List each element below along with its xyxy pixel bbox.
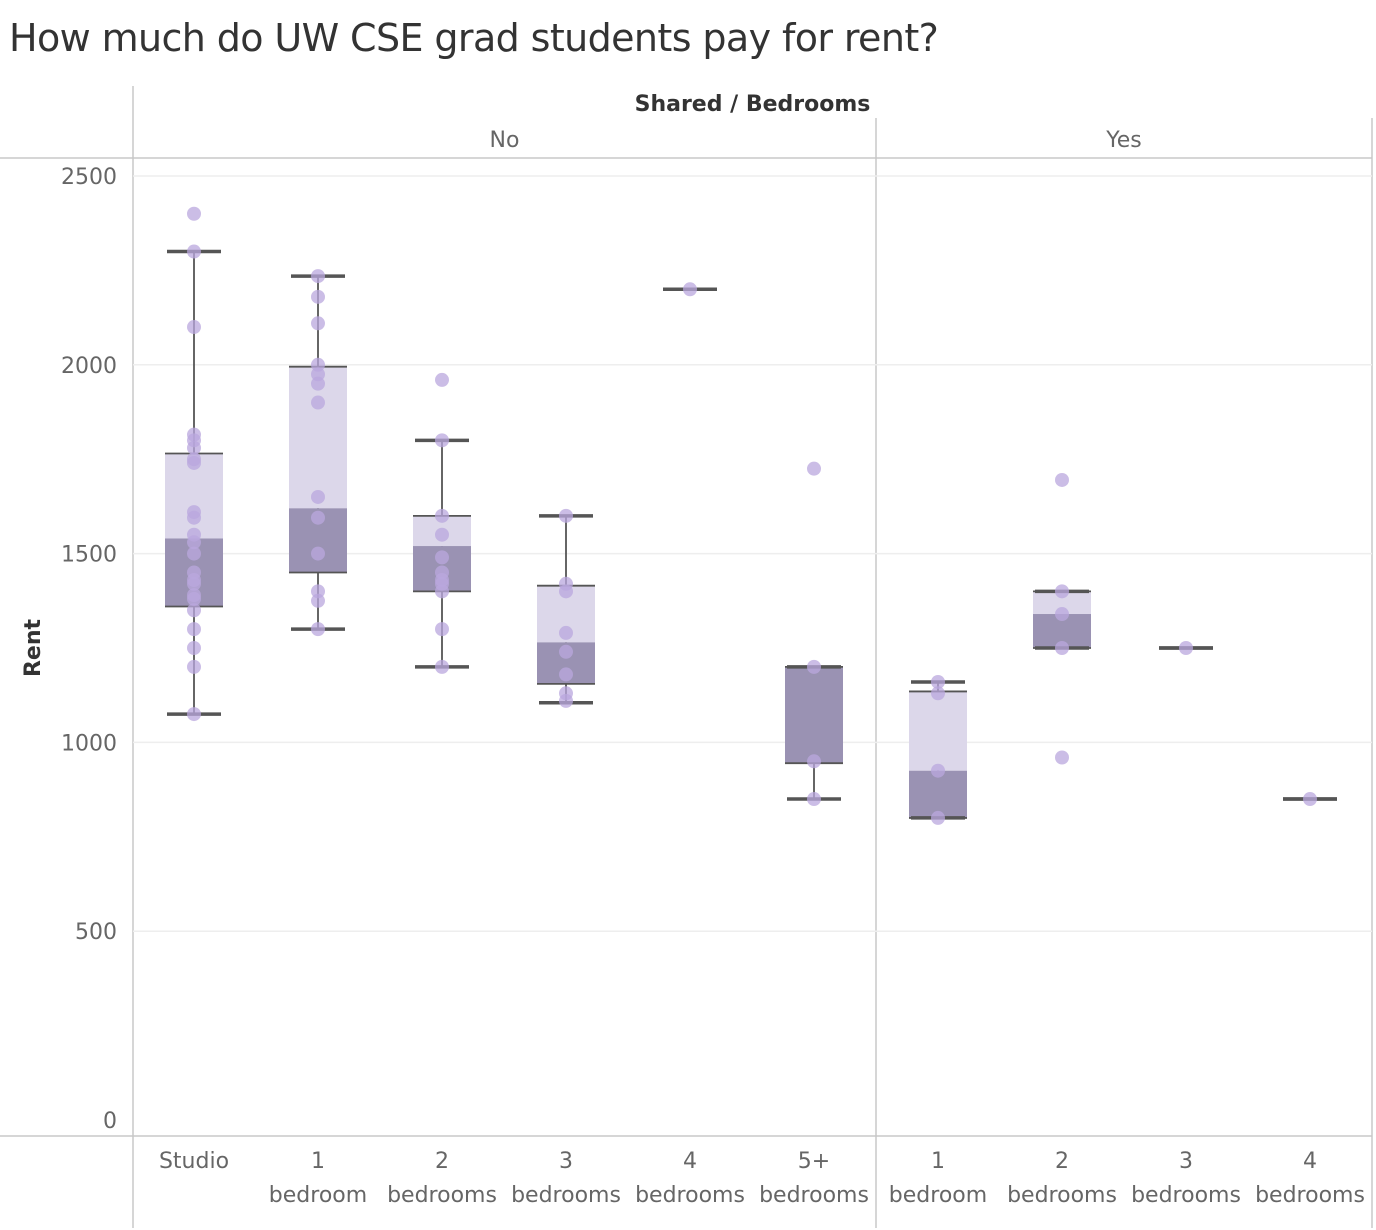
data-point	[931, 674, 945, 689]
y-tick-label: 2500	[61, 165, 117, 190]
data-point	[931, 763, 945, 778]
data-point	[559, 508, 573, 523]
box-lower	[785, 666, 843, 764]
data-point	[435, 372, 449, 387]
data-point	[187, 320, 201, 335]
data-point	[559, 644, 573, 659]
data-point	[559, 693, 573, 708]
x-tick-label: 3	[1179, 1149, 1193, 1174]
y-tick-label: 1000	[61, 731, 117, 756]
data-point	[187, 535, 201, 550]
box-upper	[1033, 591, 1091, 615]
data-point	[807, 461, 821, 476]
data-point	[187, 659, 201, 674]
data-point	[311, 269, 325, 284]
data-point	[807, 754, 821, 769]
x-tick-label: bedrooms	[1131, 1183, 1241, 1208]
data-point	[311, 395, 325, 410]
data-point	[311, 376, 325, 391]
data-point	[1055, 584, 1069, 599]
data-point	[187, 707, 201, 722]
chart-title: How much do UW CSE grad students pay for…	[9, 16, 939, 60]
data-point	[683, 282, 697, 297]
x-tick-label: bedroom	[889, 1183, 987, 1208]
y-tick-label: 500	[75, 920, 117, 945]
x-tick-label: 2	[435, 1149, 449, 1174]
data-point	[311, 546, 325, 561]
data-point	[559, 667, 573, 682]
x-tick-label: bedrooms	[511, 1183, 621, 1208]
panel-label-yes: Yes	[1105, 128, 1142, 153]
chart-frame	[0, 86, 1373, 1228]
data-point	[1303, 792, 1317, 807]
data-point	[311, 316, 325, 331]
data-point	[187, 622, 201, 637]
data-point	[931, 810, 945, 825]
data-point	[311, 593, 325, 608]
x-tick-label: 5+	[798, 1149, 830, 1174]
x-tick-label: bedrooms	[1007, 1183, 1117, 1208]
data-point	[435, 659, 449, 674]
x-tick-label: 1	[311, 1149, 325, 1174]
data-point	[311, 489, 325, 504]
data-point	[1055, 641, 1069, 655]
panel-label-no: No	[490, 128, 520, 153]
data-point	[1179, 641, 1193, 655]
y-tick-label: 0	[103, 1109, 117, 1134]
data-point	[435, 550, 449, 565]
x-tick-label: 3	[559, 1149, 573, 1174]
data-point	[311, 622, 325, 637]
data-point	[435, 433, 449, 448]
data-point	[435, 622, 449, 637]
data-point	[187, 591, 201, 606]
x-tick-label: bedrooms	[387, 1183, 497, 1208]
data-point	[1055, 750, 1069, 765]
x-tick-label: 1	[931, 1149, 945, 1174]
data-point	[435, 584, 449, 599]
data-point	[187, 244, 201, 259]
x-tick-label: 4	[1303, 1149, 1317, 1174]
x-tick-label: bedroom	[269, 1183, 367, 1208]
column-header: Shared / Bedrooms	[635, 92, 871, 117]
data-point	[187, 455, 201, 470]
data-point	[187, 206, 201, 221]
x-tick-label: 2	[1055, 1149, 1069, 1174]
data-point	[187, 641, 201, 655]
data-point	[931, 686, 945, 701]
x-tick-label: 4	[683, 1149, 697, 1174]
point-layer	[187, 206, 1317, 825]
data-point	[311, 289, 325, 304]
box-layer	[165, 249, 1337, 820]
data-point	[807, 792, 821, 807]
y-tick-label: 1500	[61, 543, 117, 568]
label-layer: Shared / Bedrooms Rent 0 500 1000 1500 2000 250…	[21, 92, 1365, 1208]
x-tick-label: bedrooms	[635, 1183, 745, 1208]
x-tick-label: bedrooms	[1255, 1183, 1365, 1208]
box-upper	[909, 691, 967, 771]
data-point	[187, 603, 201, 618]
data-point	[559, 625, 573, 640]
data-point	[1055, 472, 1069, 487]
x-tick-label: Studio	[159, 1149, 229, 1174]
data-point	[187, 510, 201, 525]
data-point	[1055, 607, 1069, 622]
data-point	[187, 440, 201, 455]
data-point	[807, 659, 821, 674]
y-tick-label: 2000	[61, 354, 117, 379]
data-point	[559, 584, 573, 599]
data-point	[187, 576, 201, 591]
x-tick-label: bedrooms	[759, 1183, 869, 1208]
data-point	[187, 546, 201, 561]
data-point	[311, 510, 325, 525]
box-lower	[909, 770, 967, 818]
data-point	[435, 527, 449, 542]
data-point	[435, 508, 449, 523]
y-axis-label: Rent	[21, 619, 46, 678]
